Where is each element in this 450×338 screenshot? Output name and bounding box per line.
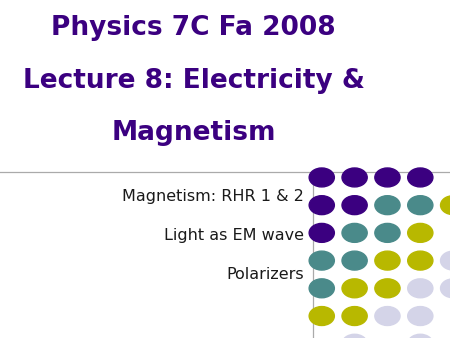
Circle shape (309, 196, 334, 215)
Circle shape (408, 279, 433, 298)
Circle shape (375, 279, 400, 298)
Text: Polarizers: Polarizers (226, 267, 304, 282)
Circle shape (375, 251, 400, 270)
Circle shape (375, 196, 400, 215)
Circle shape (375, 223, 400, 242)
Circle shape (309, 279, 334, 298)
Circle shape (408, 168, 433, 187)
Text: Magnetism: Magnetism (111, 120, 276, 146)
Circle shape (408, 251, 433, 270)
Circle shape (309, 223, 334, 242)
Circle shape (375, 168, 400, 187)
Circle shape (342, 307, 367, 325)
Circle shape (342, 334, 367, 338)
Text: Magnetism: RHR 1 & 2: Magnetism: RHR 1 & 2 (122, 189, 304, 204)
Circle shape (342, 279, 367, 298)
Circle shape (309, 251, 334, 270)
Circle shape (408, 307, 433, 325)
Circle shape (342, 168, 367, 187)
Circle shape (441, 251, 450, 270)
Circle shape (408, 334, 433, 338)
Text: Lecture 8: Electricity &: Lecture 8: Electricity & (22, 68, 364, 94)
Circle shape (342, 196, 367, 215)
Circle shape (408, 196, 433, 215)
Circle shape (441, 196, 450, 215)
Circle shape (309, 307, 334, 325)
Text: Light as EM wave: Light as EM wave (164, 228, 304, 243)
Circle shape (342, 251, 367, 270)
Circle shape (309, 168, 334, 187)
Circle shape (408, 223, 433, 242)
Circle shape (441, 279, 450, 298)
Circle shape (375, 307, 400, 325)
Circle shape (342, 223, 367, 242)
Text: Physics 7C Fa 2008: Physics 7C Fa 2008 (51, 15, 336, 41)
